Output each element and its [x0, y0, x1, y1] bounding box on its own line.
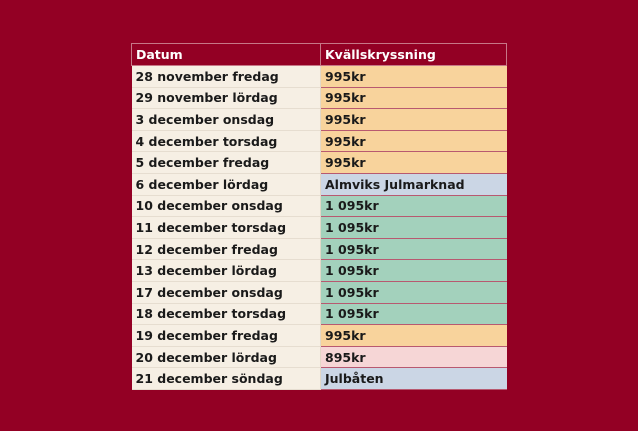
price-cell: 1 095kr — [320, 195, 507, 218]
price-cell: 995kr — [320, 151, 507, 174]
table-row: 10 december onsdag 1 095kr — [131, 195, 507, 218]
price-table: Datum Kvällskryssning 28 november fredag… — [131, 43, 507, 390]
table-row: 28 november fredag 995kr — [131, 65, 507, 88]
table-row: 21 december söndag Julbåten — [131, 367, 507, 390]
price-cell: 995kr — [320, 324, 507, 347]
table-row: 17 december onsdag 1 095kr — [131, 281, 507, 304]
date-cell: 13 december lördag — [131, 259, 321, 282]
table-row: 3 december onsdag 995kr — [131, 108, 507, 131]
price-cell: 995kr — [320, 108, 507, 131]
price-cell: 995kr — [320, 87, 507, 110]
table-header: Datum Kvällskryssning — [131, 43, 507, 66]
table-row: 12 december fredag 1 095kr — [131, 238, 507, 261]
date-cell: 17 december onsdag — [131, 281, 321, 304]
table-row: 19 december fredag 995kr — [131, 324, 507, 347]
date-cell: 21 december söndag — [131, 367, 321, 390]
table-row: 13 december lördag 1 095kr — [131, 259, 507, 282]
header-date: Datum — [131, 43, 321, 66]
price-cell: 895kr — [320, 346, 507, 369]
date-cell: 28 november fredag — [131, 65, 321, 88]
date-cell: 18 december torsdag — [131, 303, 321, 326]
date-cell: 6 december lördag — [131, 173, 321, 196]
price-cell: 1 095kr — [320, 216, 507, 239]
date-cell: 12 december fredag — [131, 238, 321, 261]
date-cell: 3 december onsdag — [131, 108, 321, 131]
table-row: 20 december lördag 895kr — [131, 346, 507, 369]
header-row: Datum Kvällskryssning — [131, 43, 507, 66]
date-cell: 19 december fredag — [131, 324, 321, 347]
date-cell: 20 december lördag — [131, 346, 321, 369]
price-cell: Julbåten — [320, 367, 507, 390]
price-cell: 1 095kr — [320, 238, 507, 261]
table-row: 4 december torsdag 995kr — [131, 130, 507, 153]
header-price: Kvällskryssning — [320, 43, 507, 66]
price-cell: Almviks Julmarknad — [320, 173, 507, 196]
price-cell: 1 095kr — [320, 259, 507, 282]
table-row: 5 december fredag 995kr — [131, 151, 507, 174]
price-cell: 995kr — [320, 130, 507, 153]
table-row: 18 december torsdag 1 095kr — [131, 303, 507, 326]
date-cell: 4 december torsdag — [131, 130, 321, 153]
date-cell: 5 december fredag — [131, 151, 321, 174]
price-cell: 995kr — [320, 65, 507, 88]
price-cell: 1 095kr — [320, 303, 507, 326]
table-row: 6 december lördag Almviks Julmarknad — [131, 173, 507, 196]
date-cell: 29 november lördag — [131, 87, 321, 110]
date-cell: 10 december onsdag — [131, 195, 321, 218]
table-row: 29 november lördag 995kr — [131, 87, 507, 110]
table-body: 28 november fredag 995kr 29 november lörda… — [131, 65, 507, 390]
price-cell: 1 095kr — [320, 281, 507, 304]
table-row: 11 december torsdag 1 095kr — [131, 216, 507, 239]
date-cell: 11 december torsdag — [131, 216, 321, 239]
